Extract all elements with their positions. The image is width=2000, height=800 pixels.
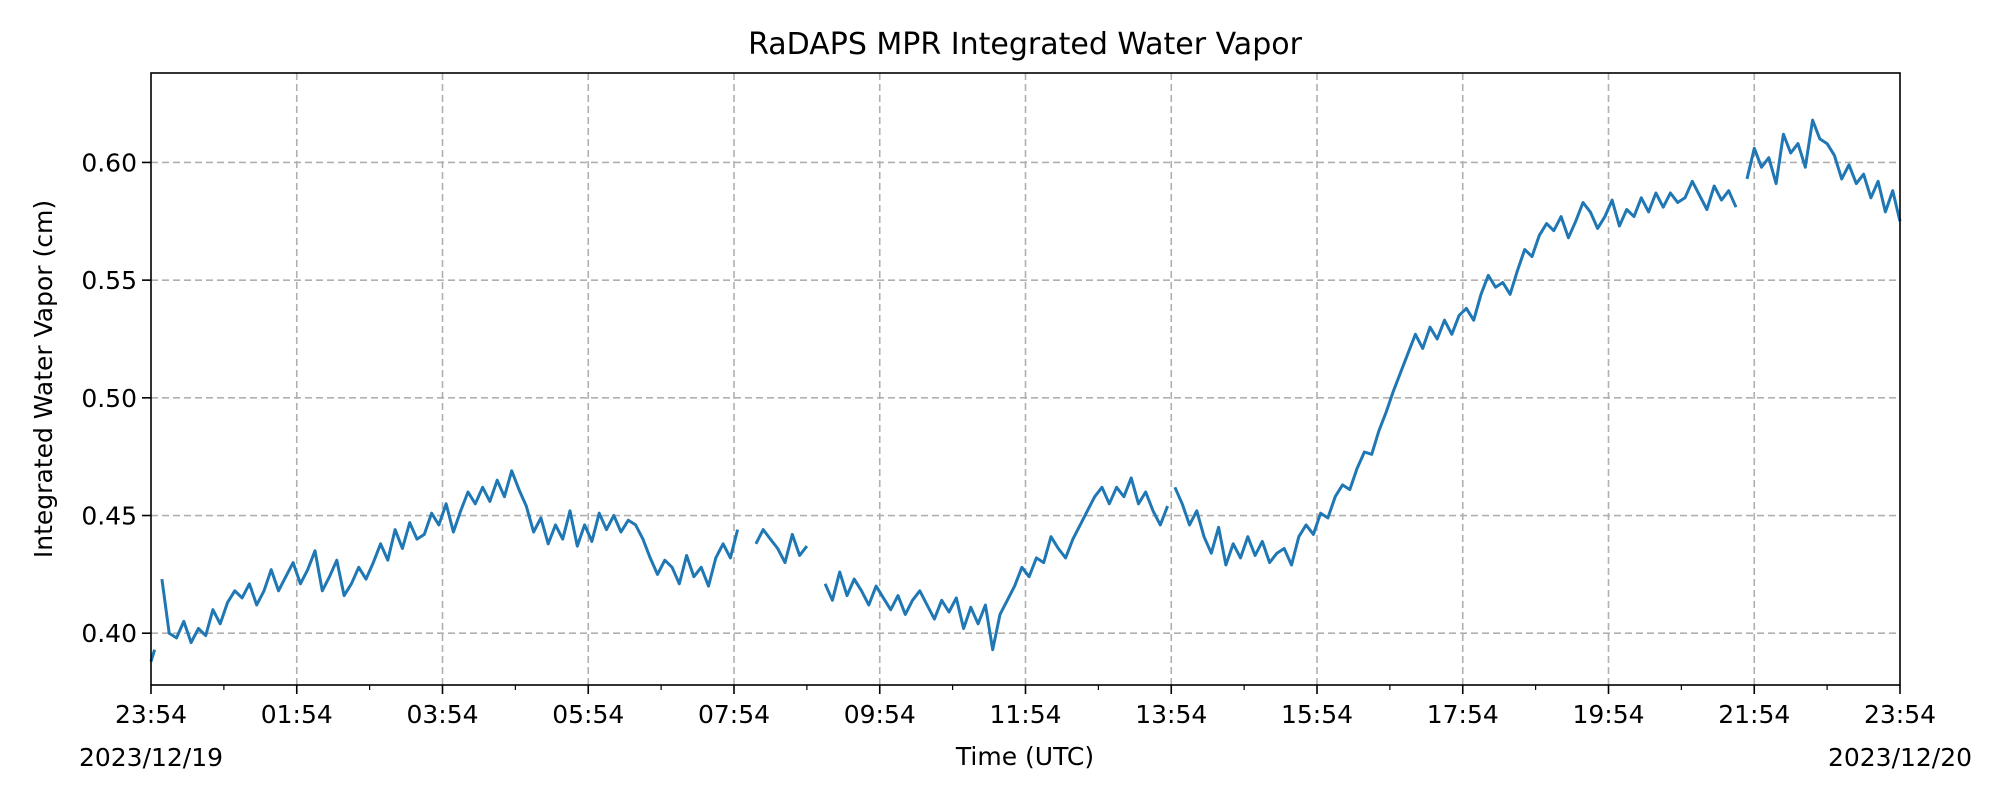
x-tick-label: 23:54	[1864, 700, 1936, 729]
x-tick-label: 19:54	[1572, 700, 1644, 729]
y-tick-label: 0.50	[81, 384, 137, 413]
x-tick-label: 05:54	[552, 700, 624, 729]
x-tick-label: 03:54	[406, 700, 478, 729]
x-date-start-label: 2023/12/19	[79, 743, 223, 772]
x-tick-label: 23:54	[115, 700, 187, 729]
x-tick-label: 07:54	[698, 700, 770, 729]
x-tick-label: 21:54	[1718, 700, 1790, 729]
iwv-line-segment	[1745, 118, 1902, 222]
iwv-line-segment	[1173, 179, 1738, 567]
x-axis-ticks: 23:54 01:54 03:54 05:54 07:54 09:54 11:54 13:54…	[115, 685, 1936, 729]
y-tick-label: 0.40	[81, 619, 137, 648]
x-tick-label: 01:54	[261, 700, 333, 729]
x-tick-label: 17:54	[1427, 700, 1499, 729]
y-axis-ticks: 0.40 0.45 0.50 0.55 0.60	[81, 148, 151, 648]
y-tick-label: 0.60	[81, 148, 137, 177]
y-tick-label: 0.45	[81, 502, 137, 531]
x-date-end-label: 2023/12/20	[1828, 743, 1972, 772]
y-axis-label: Integrated Water Vapor (cm)	[29, 200, 58, 558]
iwv-line-segment	[823, 476, 1169, 652]
x-tick-label: 15:54	[1281, 700, 1353, 729]
x-tick-label: 11:54	[989, 700, 1061, 729]
chart-title: RaDAPS MPR Integrated Water Vapor	[748, 27, 1303, 62]
grid	[151, 73, 1900, 685]
iwv-line-segment	[754, 528, 809, 565]
x-tick-label: 13:54	[1135, 700, 1207, 729]
x-axis-label: Time (UTC)	[955, 742, 1094, 771]
iwv-line-segment	[160, 469, 740, 645]
y-tick-label: 0.55	[81, 266, 137, 295]
x-tick-label: 09:54	[844, 700, 916, 729]
